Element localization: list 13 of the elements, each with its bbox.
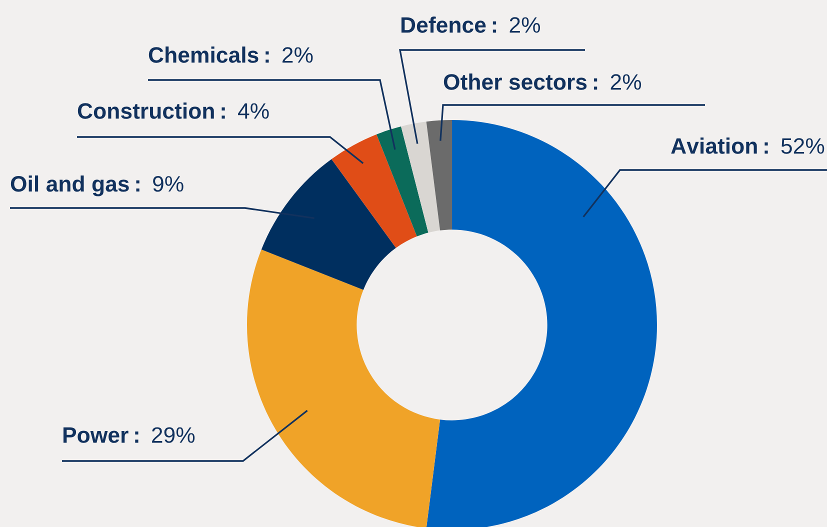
donut-slice — [247, 250, 440, 527]
slice-label: Aviation: 52% — [671, 138, 824, 154]
donut-slice — [376, 126, 428, 236]
slice-label: Chemicals: 2% — [148, 46, 313, 63]
slice-label: Construction: 4% — [78, 102, 269, 119]
donut-slice — [261, 159, 396, 290]
donut-slice — [426, 120, 452, 230]
donut-slice — [401, 122, 440, 233]
slice-label: Oil and gas: 9% — [10, 175, 184, 196]
slice-label: Power: 29% — [63, 427, 195, 443]
donut-slice — [332, 134, 417, 248]
slice-label: Other sectors: 2% — [444, 74, 642, 90]
slice-label: Defence: 2% — [401, 16, 540, 33]
